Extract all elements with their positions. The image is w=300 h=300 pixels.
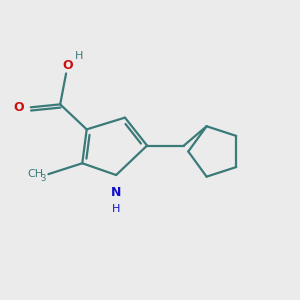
Text: O: O [14,101,24,114]
Text: CH: CH [27,169,43,179]
Text: O: O [62,59,73,72]
Text: 3: 3 [41,174,46,183]
Text: H: H [75,51,83,61]
Text: H: H [112,205,120,214]
Text: N: N [111,186,121,199]
